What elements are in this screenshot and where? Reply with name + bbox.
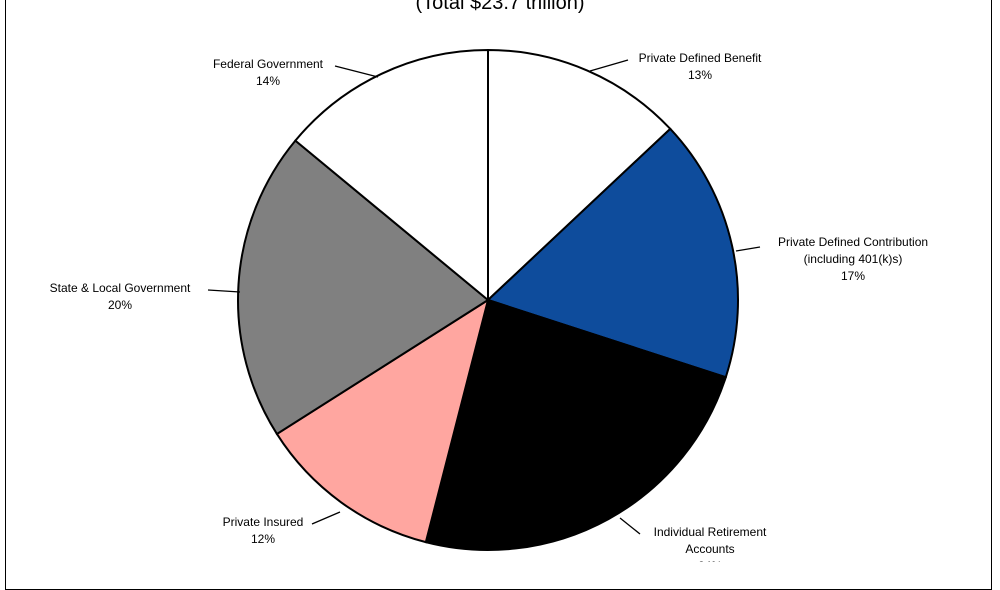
leader-line-4 [207, 289, 241, 293]
pie-slice-1 [486, 127, 739, 379]
slice-label: Federal Government [213, 57, 324, 71]
pie-slice-5 [293, 48, 489, 303]
leader-line-5 [334, 65, 379, 78]
slice-percent-label: 17% [841, 269, 865, 283]
slice-label: Accounts [685, 542, 734, 556]
slice-label: Individual Retirement [654, 525, 767, 539]
slice-percent-label: 24% [698, 559, 722, 562]
leader-line-3 [311, 511, 341, 525]
leader-line-1 [735, 246, 761, 252]
slice-label: Private Insured [223, 515, 304, 529]
slice-percent-label: 12% [251, 532, 275, 546]
pie-slice-0 [487, 48, 672, 303]
slice-percent-label: 13% [688, 68, 712, 82]
chart-subtitle: (Total $23.7 trillion) [415, 0, 585, 14]
slice-percent-label: 20% [108, 298, 132, 312]
pie-slice-2 [424, 298, 728, 551]
slice-percent-label: 14% [256, 74, 280, 88]
pie-slice-4 [237, 139, 490, 436]
slice-label: Private Defined Contribution [778, 235, 928, 249]
leader-line-2 [619, 517, 641, 535]
slice-label: Private Defined Benefit [639, 51, 762, 65]
slice-label: State & Local Government [50, 281, 191, 295]
pie-slice-3 [275, 297, 490, 544]
slice-label: (including 401(k)s) [804, 252, 903, 266]
pie-chart: Private Defined Benefit 13% Private Define… [50, 48, 928, 562]
leader-line-0 [589, 59, 629, 72]
